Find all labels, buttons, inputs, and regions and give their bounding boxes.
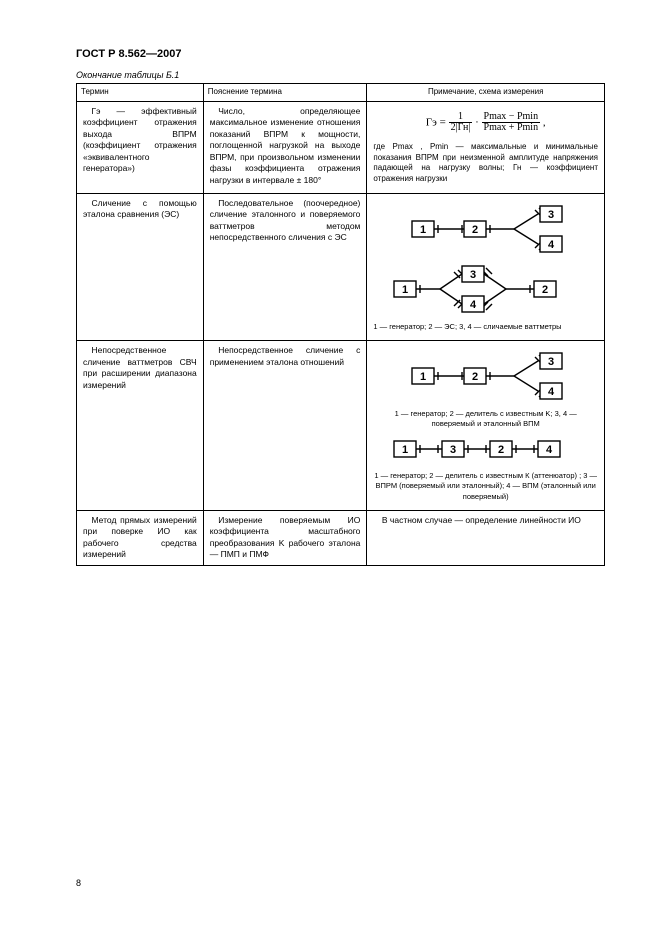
page-header: ГОСТ Р 8.562—2007 — [76, 48, 605, 60]
table-row: Сличение с помощью эталона сравнения (ЭС… — [77, 193, 605, 340]
cell-desc: Число, определяющее максимальное изменен… — [210, 106, 361, 186]
table-row: Непосредственное сличение ваттметров СВЧ… — [77, 341, 605, 511]
table-row: Гэ — эффективный коэффициент отражения в… — [77, 101, 605, 193]
cell-desc: Непосредственное сличение с применением … — [210, 345, 361, 368]
table-b1-end: Термин Пояснение термина Примечание, схе… — [76, 83, 605, 566]
svg-text:3: 3 — [470, 269, 476, 281]
svg-text:1: 1 — [420, 371, 426, 383]
diagram-direct-b: 1 3 2 4 — [373, 433, 598, 465]
th-note: Примечание, схема измерения — [367, 84, 605, 102]
cell-note: В частном случае — определение линейност… — [373, 515, 598, 526]
th-desc: Пояснение термина — [203, 84, 367, 102]
formula-ge: Гэ = 12|Гн| · Pmax − PminPmax + Pmin , — [373, 112, 598, 134]
svg-text:4: 4 — [470, 299, 477, 311]
diagram-es-b: 1 3 4 2 — [373, 262, 598, 316]
svg-text:2: 2 — [472, 371, 478, 383]
svg-text:4: 4 — [546, 444, 553, 456]
diagram-legend-row3b: 1 — генератор; 2 — делитель с известным … — [373, 471, 598, 501]
cell-term: Гэ — эффективный коэффициент отражения в… — [83, 106, 197, 175]
svg-text:3: 3 — [548, 356, 554, 368]
svg-text:3: 3 — [548, 209, 554, 221]
svg-text:2: 2 — [472, 224, 478, 236]
cell-desc: Измерение поверяемым ИО коэффициента мас… — [210, 515, 361, 561]
diagram-direct-a: 1 2 3 4 — [373, 349, 598, 403]
svg-text:2: 2 — [542, 284, 548, 296]
svg-text:4: 4 — [548, 386, 555, 398]
cell-term: Сличение с помощью эталона сравнения (ЭС… — [83, 198, 197, 221]
svg-text:2: 2 — [498, 444, 504, 456]
diagram-es-a: 1 2 3 4 — [373, 202, 598, 256]
svg-text:3: 3 — [450, 444, 456, 456]
svg-text:1: 1 — [420, 224, 426, 236]
svg-text:4: 4 — [548, 239, 555, 251]
cell-term: Непосредственное сличение ваттметров СВЧ… — [83, 345, 197, 391]
page-number: 8 — [76, 878, 81, 888]
svg-text:1: 1 — [402, 284, 408, 296]
diagram-legend-row3a: 1 — генератор; 2 — делитель с известным … — [373, 409, 598, 429]
table-row: Метод прямых измерений при поверке ИО ка… — [77, 510, 605, 565]
th-term: Термин — [77, 84, 204, 102]
cell-term: Метод прямых измерений при поверке ИО ка… — [83, 515, 197, 561]
formula-note: где Рmax , Рmin — максимальные и минимал… — [373, 142, 598, 185]
cell-desc: Последовательное (поочередное) сличение … — [210, 198, 361, 244]
diagram-legend-row2: 1 — генератор; 2 — ЭС; 3, 4 — сличаемые … — [373, 322, 598, 332]
svg-text:1: 1 — [402, 444, 408, 456]
table-caption: Окончание таблицы Б.1 — [76, 70, 605, 80]
table-header-row: Термин Пояснение термина Примечание, схе… — [77, 84, 605, 102]
